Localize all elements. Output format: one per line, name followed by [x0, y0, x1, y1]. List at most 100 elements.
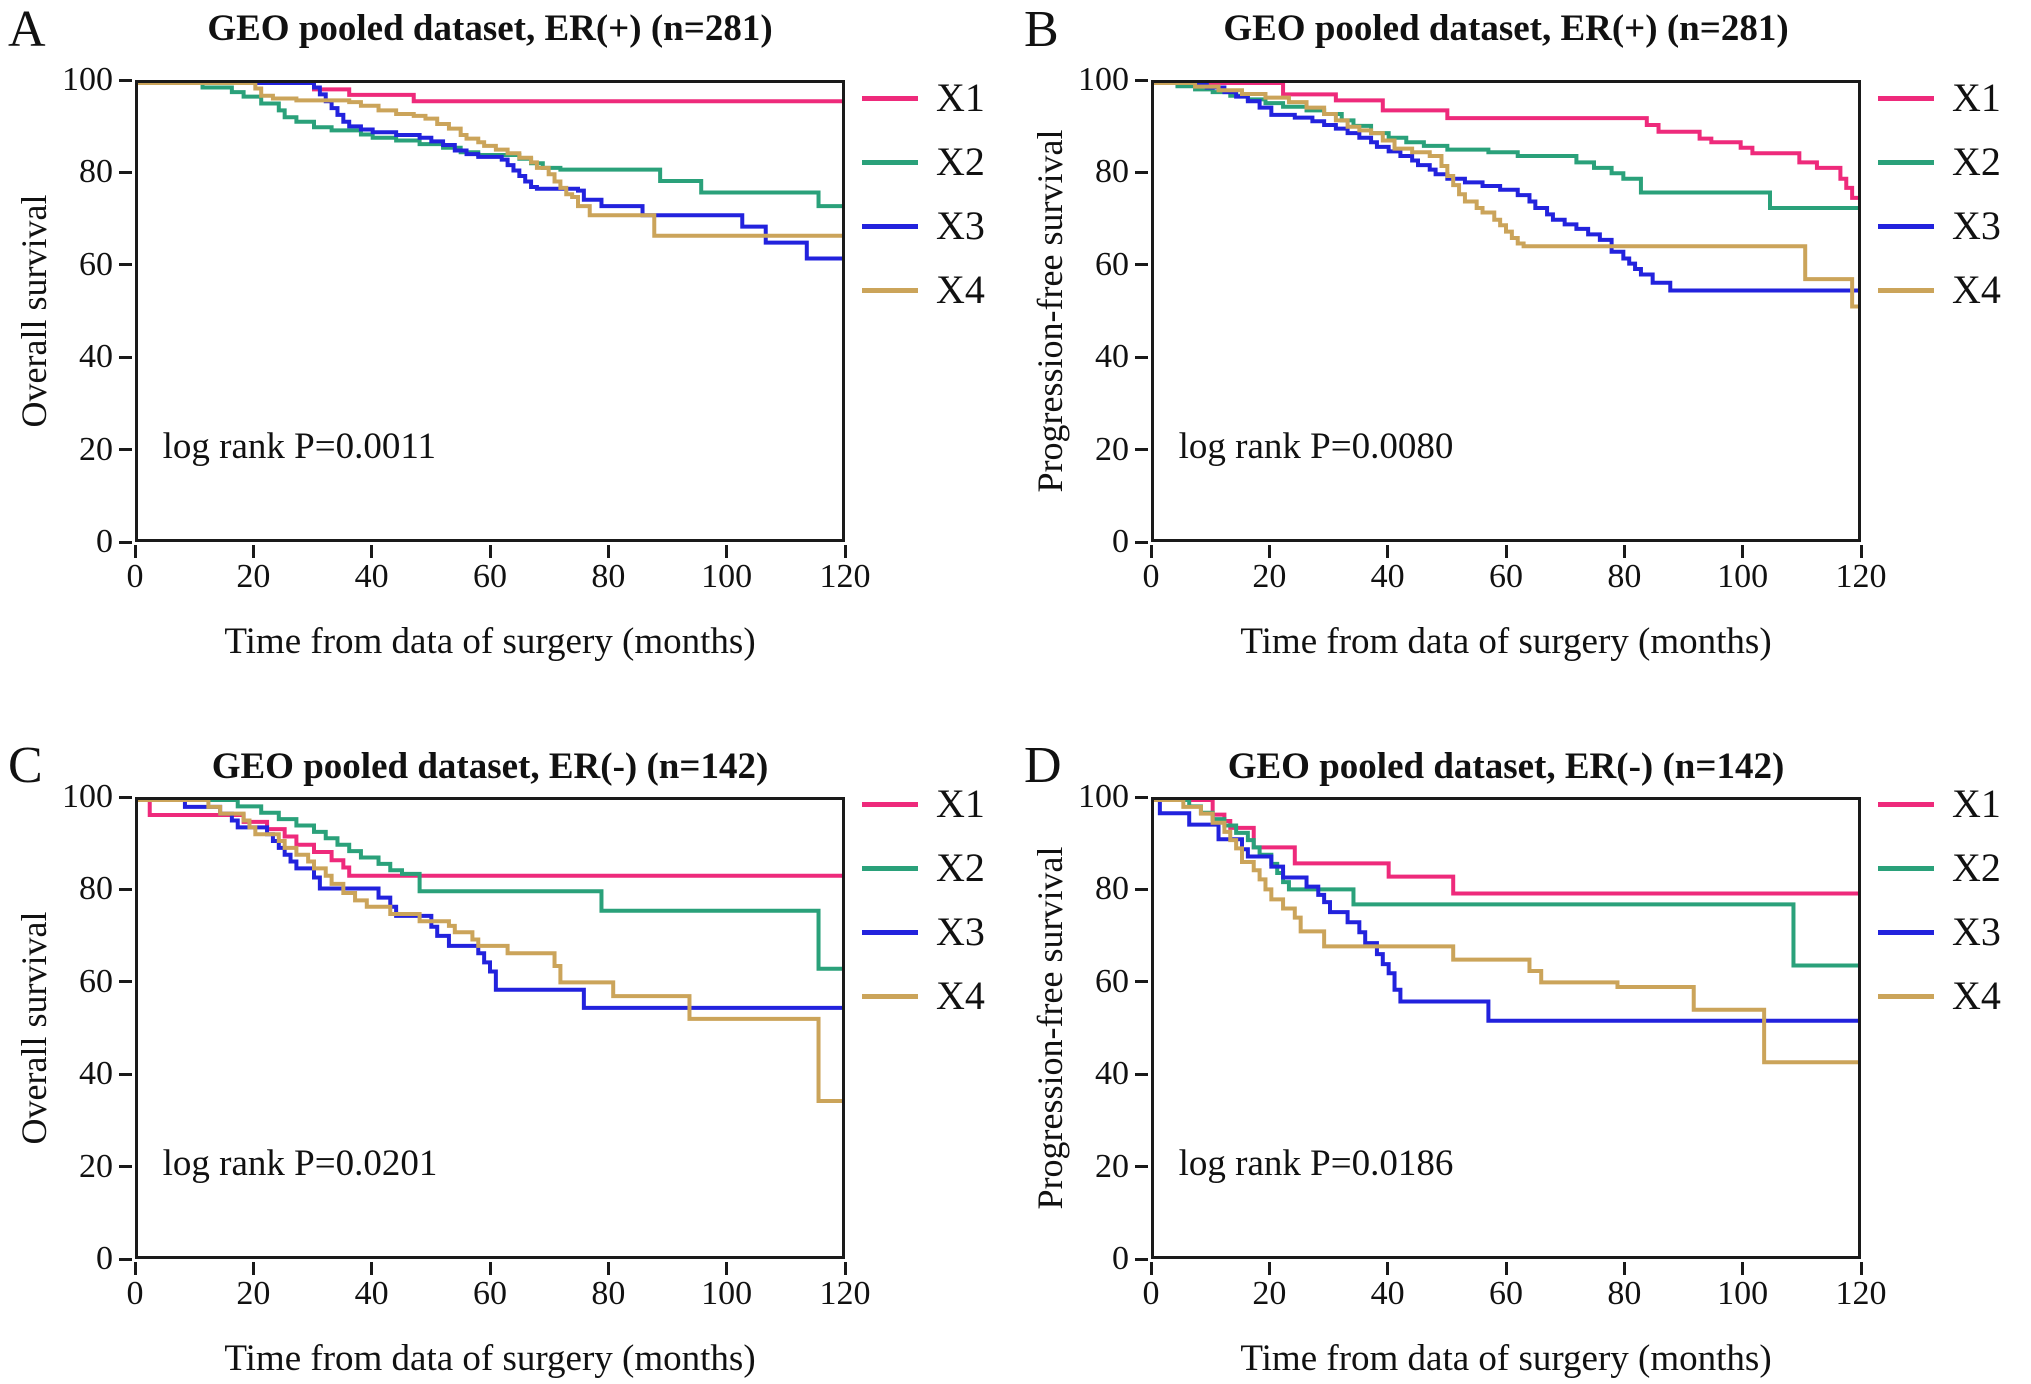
x-tick-label-100: 100: [1717, 558, 1769, 595]
plot-frame: log rank P=0.0201: [135, 797, 845, 1259]
panel-a: A GEO pooled dataset, ER(+) (n=281) log …: [0, 0, 1015, 692]
y-tick: [119, 170, 132, 174]
x-tick-label-0: 0: [1142, 558, 1160, 595]
y-tick: [1135, 170, 1148, 174]
legend-label: X3: [1952, 203, 2001, 248]
x-tick: [1386, 545, 1390, 558]
x-tick: [1267, 1262, 1271, 1275]
panel-letter: B: [1024, 1, 1059, 58]
legend-item-X1: X1: [862, 78, 985, 118]
y-tick: [1135, 795, 1148, 799]
y-tick-label-60: 60: [79, 245, 113, 283]
x-tick: [1267, 545, 1271, 558]
x-tick-label-60: 60: [473, 1275, 507, 1312]
y-axis-label: Overall survival: [14, 911, 54, 1145]
plot-area: log rank P=0.0080 0 20 40 60 80 100 120 0 20 40 60…: [1078, 63, 1887, 594]
x-tick: [133, 545, 137, 558]
km-curves-svg: [138, 83, 842, 539]
x-tick: [488, 545, 492, 558]
km-curve-X4: [1154, 800, 1858, 1062]
y-tick-label-40: 40: [1095, 1055, 1129, 1093]
legend-item-X2: X2: [1878, 848, 2001, 888]
y-tick: [119, 540, 132, 544]
legend-label: X1: [1952, 781, 2001, 826]
km-curves-svg: [1154, 800, 1858, 1256]
y-tick: [119, 448, 132, 452]
y-tick-label-100: 100: [1078, 778, 1129, 815]
y-tick: [1135, 1165, 1148, 1169]
y-tick-label-80: 80: [79, 153, 113, 191]
y-tick: [1135, 540, 1148, 544]
panel-letter: D: [1024, 737, 1062, 794]
x-axis-label: Time from data of surgery (months): [224, 1338, 756, 1379]
legend-label: X1: [1952, 75, 2001, 120]
legend-label: X4: [936, 973, 985, 1018]
x-tick-label-60: 60: [473, 558, 507, 595]
plot-area: log rank P=0.0201 0 20 40 60 80 100 120 0 20 40 60…: [62, 780, 871, 1311]
legend-label: X4: [936, 267, 985, 312]
km-curve-X2: [138, 800, 842, 969]
x-tick-label-60: 60: [1489, 558, 1523, 595]
x-tick-label-100: 100: [1717, 1275, 1769, 1312]
x-tick-label-80: 80: [1607, 558, 1642, 595]
y-tick: [1135, 448, 1148, 452]
legend-item-X1: X1: [862, 784, 985, 824]
y-tick-label-0: 0: [1112, 1240, 1129, 1277]
plot-frame: log rank P=0.0186: [1151, 797, 1861, 1259]
panel-c: C GEO pooled dataset, ER(-) (n=142) log …: [0, 692, 1015, 1384]
log-rank-p-value: log rank P=0.0186: [1178, 1143, 1454, 1184]
x-tick-label-80: 80: [1607, 1275, 1642, 1312]
x-tick: [251, 1262, 255, 1275]
legend-line-icon: [862, 223, 918, 229]
legend-item-X4: X4: [862, 270, 985, 310]
legend-item-X3: X3: [1878, 206, 2001, 246]
y-tick: [1135, 887, 1148, 891]
x-tick: [606, 545, 610, 558]
legend-item-X4: X4: [1878, 270, 2001, 310]
x-tick: [1859, 1262, 1863, 1275]
y-axis-label: Progression-free survival: [1030, 846, 1070, 1210]
y-tick-label-60: 60: [1095, 245, 1129, 283]
x-tick-label-120: 120: [819, 558, 871, 595]
x-tick: [1149, 545, 1153, 558]
km-curve-X1: [1154, 83, 1858, 198]
y-tick-label-0: 0: [96, 1240, 113, 1277]
x-tick-label-120: 120: [819, 1275, 871, 1312]
legend-label: X1: [936, 75, 985, 120]
legend-line-icon: [1878, 223, 1934, 229]
panel-title: GEO pooled dataset, ER(-) (n=142): [211, 746, 769, 787]
x-tick: [1386, 1262, 1390, 1275]
y-tick-label-80: 80: [1095, 153, 1129, 191]
y-tick-label-0: 0: [1112, 523, 1129, 560]
log-rank-p-value: log rank P=0.0201: [162, 1143, 438, 1184]
y-tick: [1135, 1257, 1148, 1261]
y-axis-label: Progression-free survival: [1030, 129, 1070, 493]
x-tick: [843, 545, 847, 558]
y-tick-label-80: 80: [1095, 870, 1129, 908]
legend-item-X1: X1: [1878, 78, 2001, 118]
legend-label: X2: [936, 845, 985, 890]
legend-label: X2: [1952, 845, 2001, 890]
legend-label: X2: [1952, 139, 2001, 184]
y-tick: [119, 1257, 132, 1261]
legend-line-icon: [862, 159, 918, 165]
x-tick-label-0: 0: [1142, 1275, 1160, 1312]
legend-line-icon: [1878, 929, 1934, 935]
panel-title: GEO pooled dataset, ER(+) (n=281): [1223, 8, 1789, 49]
x-tick-label-100: 100: [701, 558, 753, 595]
x-tick-label-80: 80: [591, 1275, 626, 1312]
legend-line-icon: [1878, 287, 1934, 293]
x-tick-label-20: 20: [236, 1275, 271, 1312]
y-tick: [1135, 78, 1148, 82]
km-curves-svg: [1154, 83, 1858, 539]
panel-title: GEO pooled dataset, ER(+) (n=281): [207, 8, 773, 49]
y-tick: [1135, 980, 1148, 984]
y-tick: [119, 1072, 132, 1076]
legend-item-X4: X4: [862, 976, 985, 1016]
panel-letter: A: [8, 1, 46, 58]
y-tick-label-40: 40: [1095, 338, 1129, 376]
x-tick-label-20: 20: [1252, 558, 1287, 595]
y-tick: [119, 795, 132, 799]
x-tick-label-20: 20: [236, 558, 271, 595]
y-tick: [1135, 355, 1148, 359]
